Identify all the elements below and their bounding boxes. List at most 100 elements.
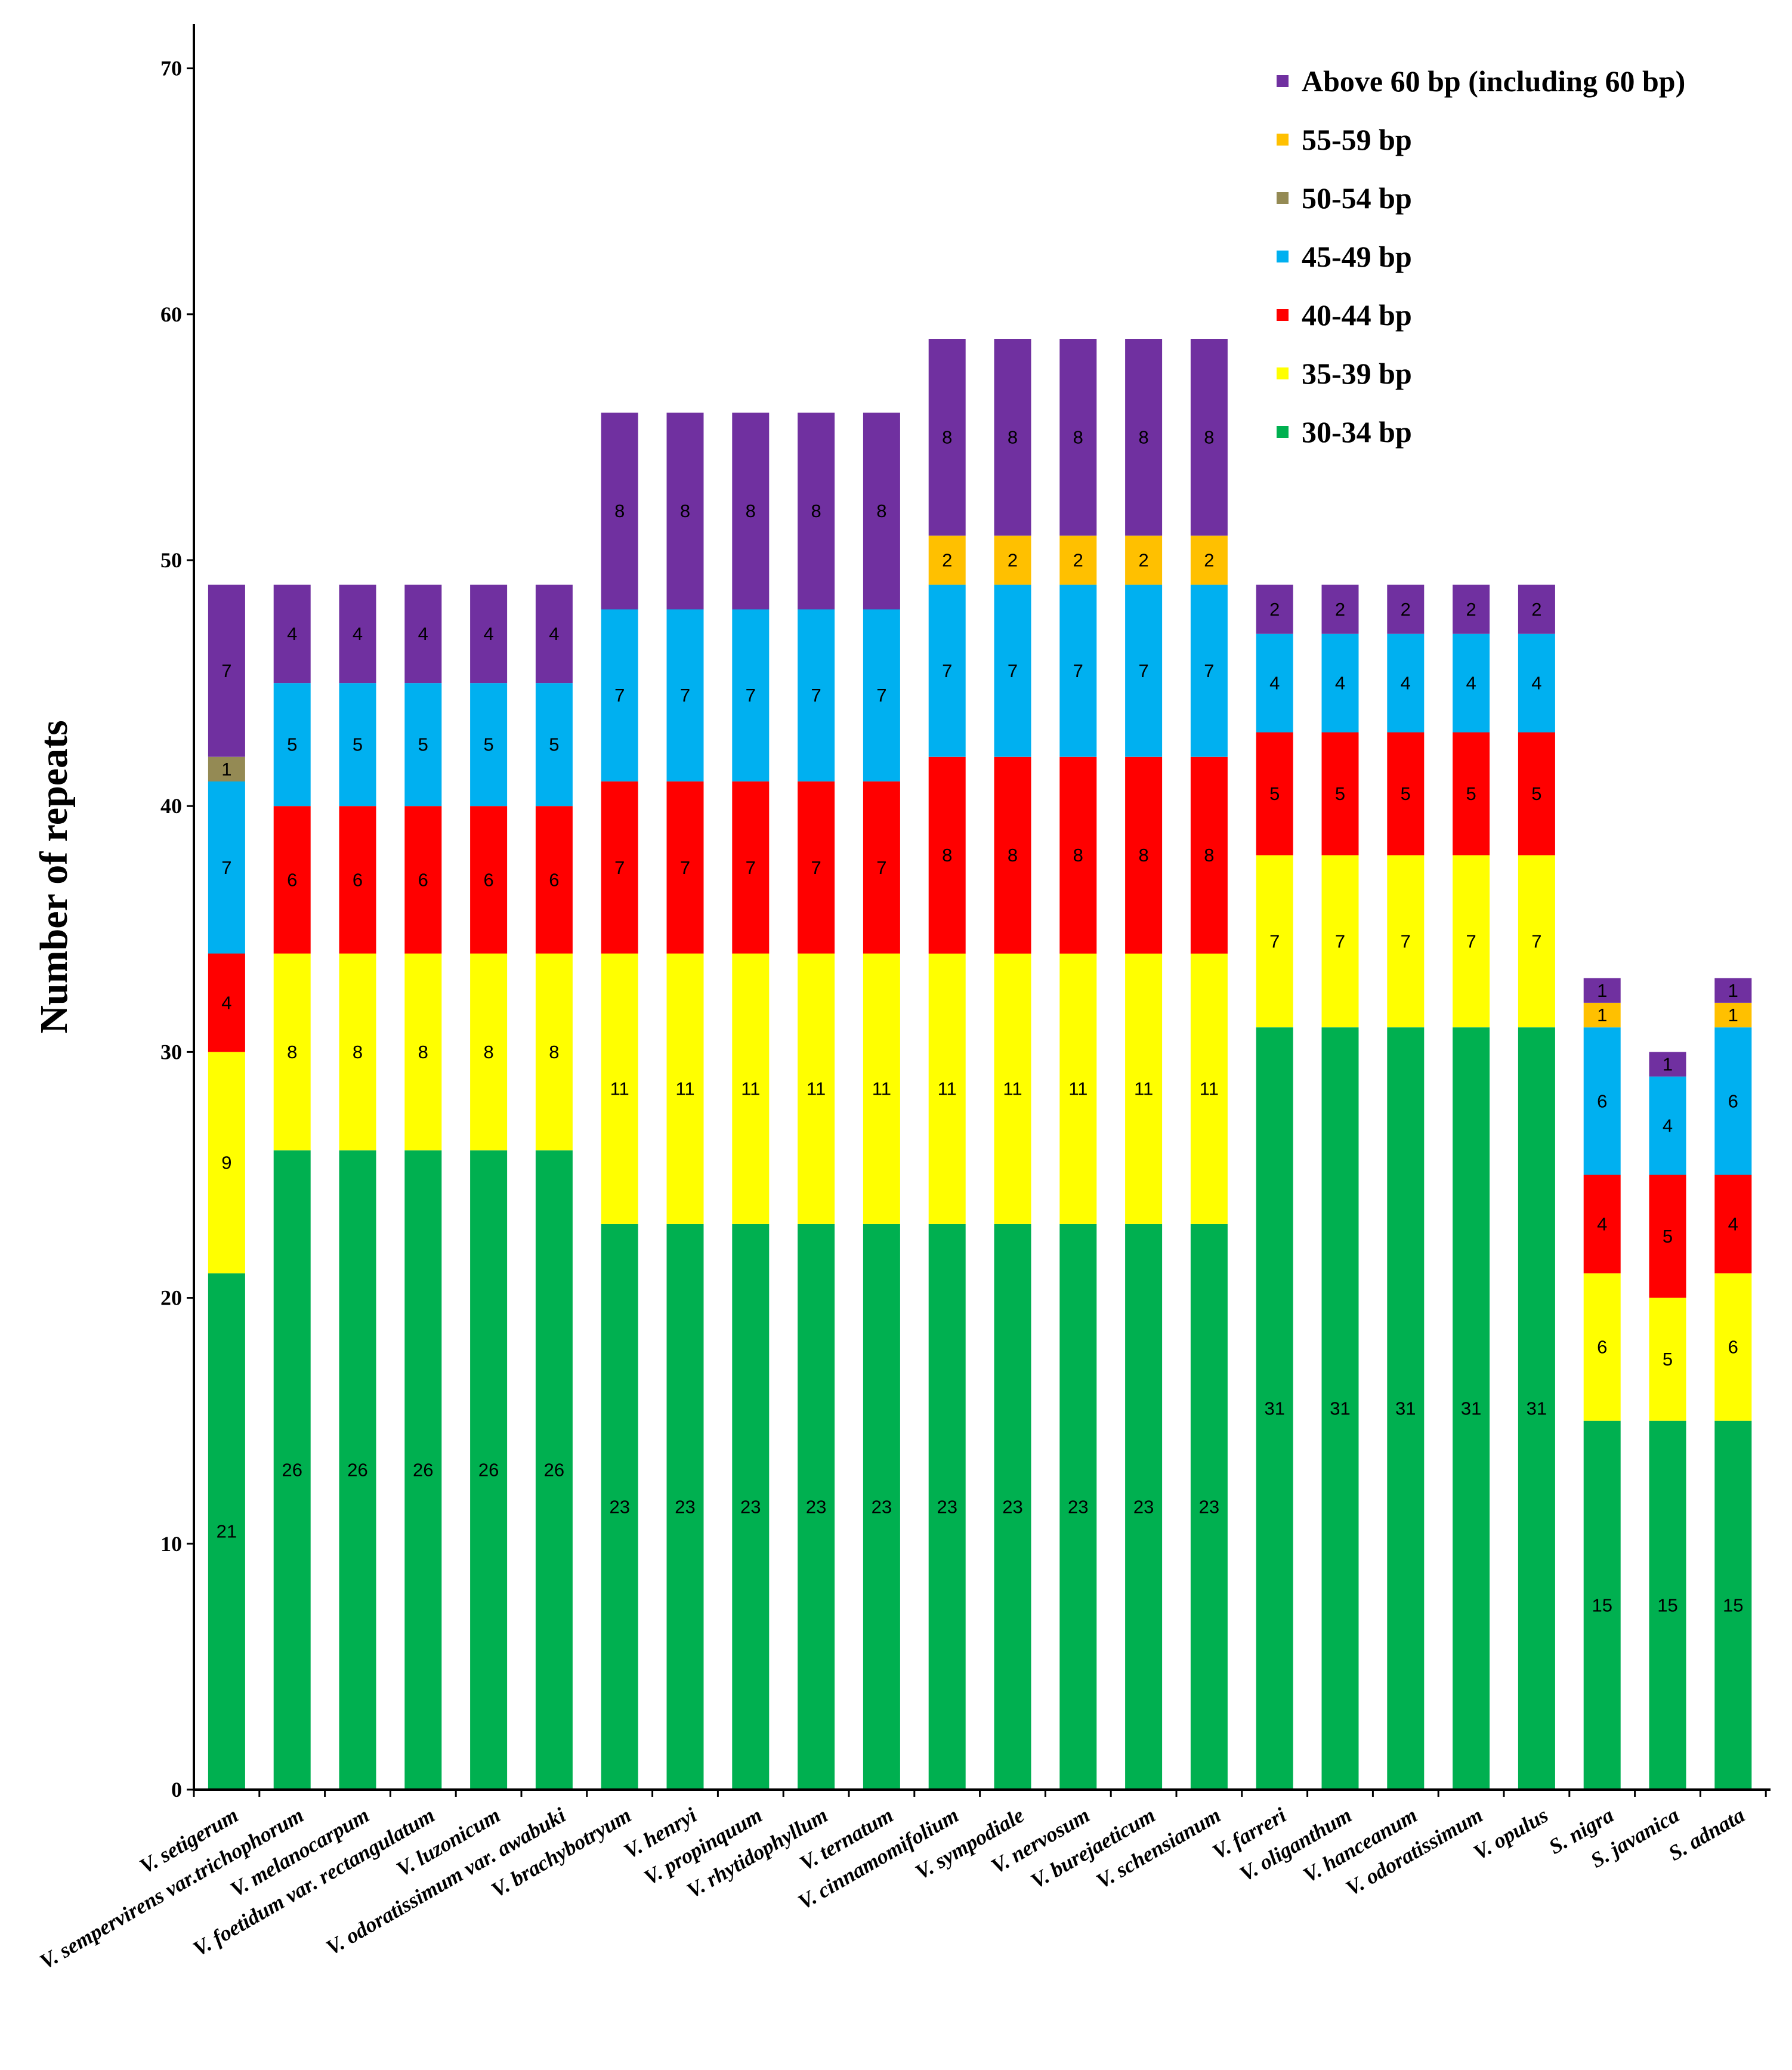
data-label: 4: [1466, 673, 1476, 694]
data-label: 8: [418, 1042, 428, 1062]
y-tick-label: 50: [160, 548, 182, 572]
data-label: 8: [1008, 427, 1018, 447]
bar-segment-40-44-bp-v-odoratissimum: [1453, 732, 1490, 855]
axes-layer: 0 10 20 30 40 50 60 70: [160, 24, 1771, 1802]
data-label: 4: [1401, 673, 1411, 694]
bar-segment-40-44-bp-v-henryi: [666, 781, 704, 954]
bar-segment-above-60-bp-including-60-bp-v-foetidum-var-rectangulatum: [404, 585, 442, 684]
bar-segment-45-49-bp-v-foetidum-var-rectangulatum: [404, 683, 442, 807]
bar-segment-35-39-bp-v-ternatum: [863, 953, 900, 1224]
bar-segment-30-34-bp-v-sempervirens-var-trichophorum: [273, 1150, 311, 1790]
bar-segment-45-49-bp-v-propinquum: [732, 609, 770, 781]
data-label: 8: [1138, 845, 1148, 866]
data-label: 7: [1401, 931, 1411, 951]
data-label: 31: [1461, 1398, 1481, 1419]
data-label: 7: [1138, 660, 1148, 681]
bar-segment-30-34-bp-v-farreri: [1256, 1027, 1293, 1790]
data-label: 4: [353, 623, 363, 644]
bar-segment-30-34-bp-v-rhytidophyllum: [798, 1224, 835, 1790]
legend-label-30-34-bp: 30-34 bp: [1302, 415, 1412, 449]
bar-segment-30-34-bp-v-ternatum: [863, 1224, 900, 1790]
bar-segment-above-60-bp-including-60-bp-s-javanica: [1649, 1052, 1686, 1077]
legend-label-45-49-bp: 45-49 bp: [1302, 240, 1412, 273]
value-labels-layer: 2194717268654268654268654268654268654231…: [217, 427, 1744, 1615]
data-label: 26: [282, 1460, 302, 1481]
bar-segment-above-60-bp-including-60-bp-v-cinnamomifolium: [928, 339, 966, 536]
data-label: 23: [806, 1497, 826, 1518]
bar-segment-above-60-bp-including-60-bp-s-nigra: [1583, 978, 1621, 1003]
bar-segment-35-39-bp-v-henryi: [666, 953, 704, 1224]
data-label: 7: [746, 685, 756, 706]
data-label: 11: [675, 1079, 694, 1099]
bar-segment-40-44-bp-v-ternatum: [863, 781, 900, 954]
y-tick-label: 70: [160, 57, 182, 81]
data-label: 23: [740, 1497, 761, 1518]
data-label: 7: [746, 857, 756, 878]
bar-segment-45-49-bp-s-nigra: [1583, 1027, 1621, 1175]
bar-segment-45-49-bp-v-burejaeticum: [1125, 585, 1163, 757]
bar-segment-30-34-bp-v-henryi: [666, 1224, 704, 1790]
data-label: 23: [675, 1497, 695, 1518]
data-label: 4: [1269, 673, 1280, 694]
data-label: 5: [1269, 783, 1280, 804]
data-label: 8: [1204, 845, 1214, 866]
bar-segment-30-34-bp-v-luzonicum: [470, 1150, 508, 1790]
bar-segment-35-39-bp-v-farreri: [1256, 855, 1293, 1028]
bar-segment-40-44-bp-v-rhytidophyllum: [798, 781, 835, 954]
bar-segment-above-60-bp-including-60-bp-v-brachybotryum: [601, 412, 638, 610]
data-label: 11: [610, 1079, 629, 1099]
bar-segment-30-34-bp-s-adnata: [1714, 1420, 1752, 1790]
data-label: 7: [1531, 931, 1541, 951]
data-label: 23: [1002, 1497, 1022, 1518]
bar-segment-35-39-bp-v-schensianum: [1190, 953, 1228, 1224]
bar-segment-above-60-bp-including-60-bp-v-burejaeticum: [1125, 339, 1163, 536]
data-label: 26: [478, 1460, 499, 1481]
data-label: 6: [549, 869, 559, 890]
y-tick-label: 30: [160, 1040, 182, 1064]
bar-segment-35-39-bp-v-brachybotryum: [601, 953, 638, 1224]
bar-segment-above-60-bp-including-60-bp-v-farreri: [1256, 585, 1293, 634]
data-label: 7: [680, 857, 690, 878]
bar-segment-30-34-bp-v-nervosum: [1059, 1224, 1097, 1790]
data-label: 7: [1204, 660, 1214, 681]
bar-segment-35-39-bp-v-luzonicum: [470, 953, 508, 1151]
bar-segment-45-49-bp-s-adnata: [1714, 1027, 1752, 1175]
data-label: 4: [287, 623, 297, 644]
data-label: 21: [217, 1521, 237, 1542]
bar-segment-40-44-bp-v-nervosum: [1059, 756, 1097, 954]
bar-segment-40-44-bp-v-sempervirens-var-trichophorum: [273, 806, 311, 954]
bars-layer: [208, 339, 1752, 1790]
bar-segment-above-60-bp-including-60-bp-v-propinquum: [732, 412, 770, 610]
data-label: 7: [1269, 931, 1280, 951]
data-label: 6: [1597, 1090, 1607, 1111]
data-label: 2: [942, 550, 952, 571]
bar-segment-45-49-bp-v-farreri: [1256, 634, 1293, 733]
bar-segment-55-59-bp-v-sympodiale: [994, 535, 1031, 585]
bar-segment-45-49-bp-v-brachybotryum: [601, 609, 638, 781]
bar-segment-30-34-bp-v-burejaeticum: [1125, 1224, 1163, 1790]
data-label: 23: [872, 1497, 892, 1518]
data-label: 7: [1335, 931, 1345, 951]
data-label: 8: [353, 1042, 363, 1062]
bar-segment-30-34-bp-v-opulus: [1518, 1027, 1555, 1790]
data-label: 4: [1663, 1116, 1673, 1136]
data-label: 31: [1330, 1398, 1350, 1419]
data-label: 2: [1466, 599, 1476, 620]
data-label: 1: [1663, 1054, 1673, 1075]
data-label: 11: [1003, 1079, 1022, 1099]
bar-segment-45-49-bp-v-hanceanum: [1387, 634, 1425, 733]
y-tick-label: 10: [160, 1532, 182, 1556]
bar-segment-30-34-bp-v-melanocarpum: [339, 1150, 376, 1790]
bar-segment-45-49-bp-s-javanica: [1649, 1076, 1686, 1175]
data-label: 31: [1527, 1398, 1547, 1419]
bar-segment-45-49-bp-v-sympodiale: [994, 585, 1031, 757]
data-label: 26: [413, 1460, 433, 1481]
data-label: 9: [221, 1152, 231, 1173]
bar-segment-55-59-bp-s-adnata: [1714, 1003, 1752, 1028]
data-label: 6: [287, 869, 297, 890]
data-label: 7: [1073, 660, 1083, 681]
bar-segment-above-60-bp-including-60-bp-v-hanceanum: [1387, 585, 1425, 634]
data-label: 8: [942, 845, 952, 866]
legend-label-above-60-bp-including-60-bp: Above 60 bp (including 60 bp): [1302, 64, 1685, 98]
legend-swatch-55-59-bp: [1277, 134, 1289, 146]
